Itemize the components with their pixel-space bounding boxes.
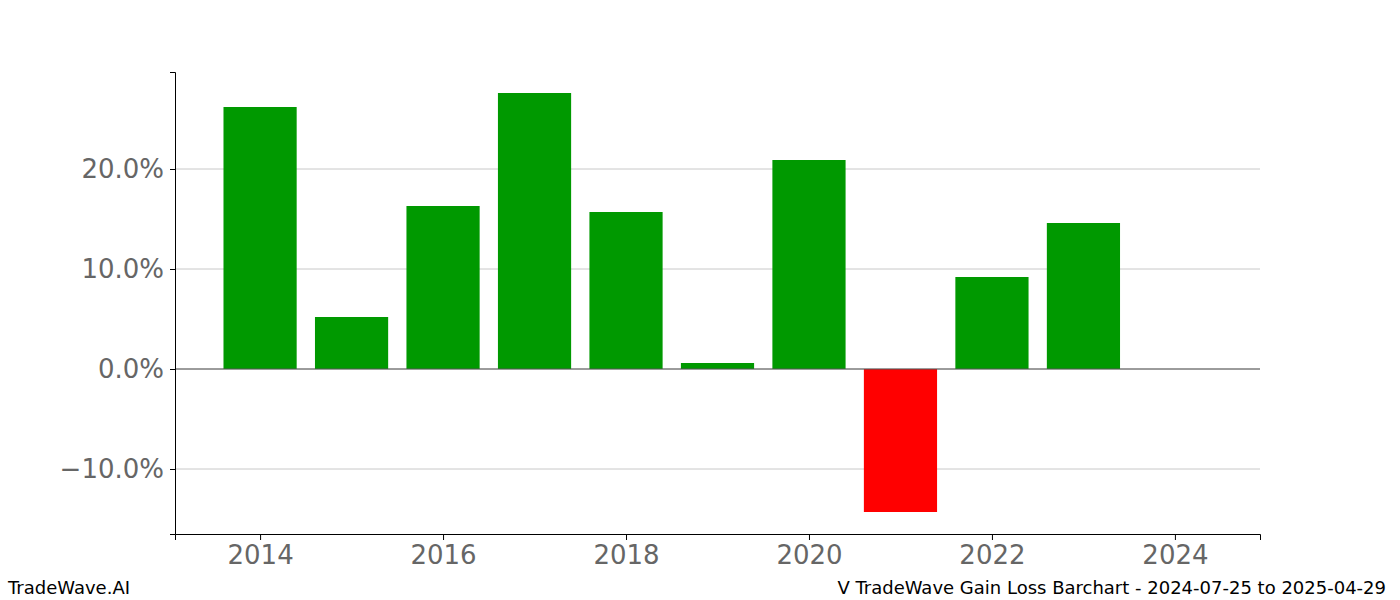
- x-tick-mark: [992, 534, 993, 540]
- x-tick-label: 2016: [410, 540, 476, 570]
- baseline: [175, 369, 1260, 370]
- x-tick-mark: [809, 534, 810, 540]
- bar: [1047, 223, 1120, 369]
- grid-line: [175, 469, 1260, 470]
- bar: [223, 107, 296, 369]
- x-tick-label: 2020: [776, 540, 842, 570]
- bar: [406, 206, 479, 369]
- x-tick-mark: [1175, 534, 1176, 540]
- y-tick-mark: [170, 269, 175, 270]
- x-tick-mark: [443, 534, 444, 540]
- grid: [175, 169, 1260, 469]
- x-tick: 2024: [1142, 534, 1208, 570]
- x-tick-mark: [260, 534, 261, 540]
- chart: −10.0% 0.0% 10.0% 20.0% 2014 2016 2018 2020 2022…: [0, 0, 1400, 600]
- x-tick-mark: [626, 534, 627, 540]
- x-tick: 2022: [959, 534, 1025, 570]
- y-tick: 0.0%: [98, 354, 175, 384]
- y-tick-mark: [170, 169, 175, 170]
- y-tick-label: −10.0%: [60, 454, 164, 484]
- x-axis-line: [176, 535, 1261, 541]
- y-tick-label: 0.0%: [98, 354, 164, 384]
- bars: [223, 93, 1120, 512]
- grid-line: [175, 169, 1260, 170]
- bar: [955, 277, 1028, 369]
- y-tick: 10.0%: [81, 254, 175, 284]
- bar: [498, 93, 571, 369]
- y-tick-label: 20.0%: [81, 154, 164, 184]
- x-tick-label: 2018: [593, 540, 659, 570]
- y-axis-line: [170, 73, 176, 535]
- bar: [589, 212, 662, 369]
- x-tick: 2018: [593, 534, 659, 570]
- x-tick-label: 2014: [227, 540, 293, 570]
- y-tick-mark: [170, 369, 175, 370]
- x-tick-label: 2022: [959, 540, 1025, 570]
- x-tick-label: 2024: [1142, 540, 1208, 570]
- y-tick: 20.0%: [81, 154, 175, 184]
- bar: [772, 160, 845, 369]
- title: V TradeWave Gain Loss Barchart - 2024-07…: [837, 577, 1386, 598]
- bar: [681, 363, 754, 369]
- x-tick: 2020: [776, 534, 842, 570]
- bar: [864, 369, 937, 512]
- y-tick-label: 10.0%: [81, 254, 164, 284]
- x-tick: 2016: [410, 534, 476, 570]
- bar: [315, 317, 388, 369]
- footer-left: TradeWave.AI: [7, 577, 130, 598]
- y-tick-mark: [170, 469, 175, 470]
- x-tick: 2014: [227, 534, 293, 570]
- y-tick: −10.0%: [60, 454, 175, 484]
- x-axis: 2014 2016 2018 2020 2022 2024: [176, 534, 1261, 570]
- y-axis: −10.0% 0.0% 10.0% 20.0%: [60, 73, 176, 535]
- grid-line: [175, 369, 1260, 370]
